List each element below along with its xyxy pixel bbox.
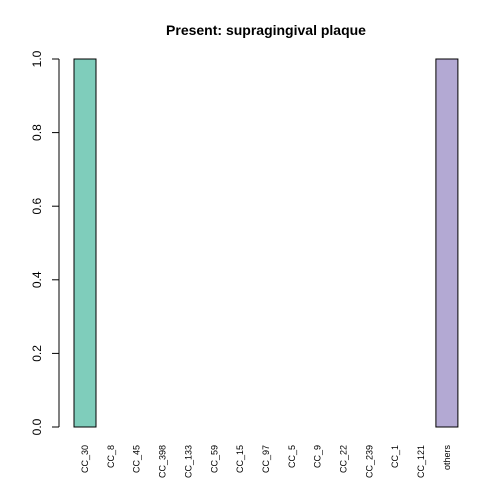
x-tick-label: CC_22 [339, 445, 349, 473]
x-tick-label: CC_398 [158, 445, 168, 478]
y-tick-label: 0.8 [30, 124, 44, 141]
x-tick-label: CC_59 [209, 445, 219, 473]
y-tick-label: 0.2 [30, 345, 44, 362]
x-tick-label: CC_1 [390, 445, 400, 468]
x-tick-label: others [442, 445, 452, 471]
x-tick-label: CC_45 [132, 445, 142, 473]
chart-title: Present: supragingival plaque [166, 22, 366, 38]
x-tick-label: CC_239 [364, 445, 374, 478]
y-tick-label: 1.0 [30, 50, 44, 67]
x-axis-labels: CC_30 CC_8 CC_45 CC_398 CC_133 CC_59 CC_15 CC_9… [80, 445, 452, 479]
x-tick-label: CC_97 [261, 445, 271, 473]
y-axis: 0.0 0.2 0.4 0.6 0.8 1.0 [30, 50, 60, 435]
x-tick-label: CC_5 [287, 445, 297, 468]
x-tick-label: CC_15 [235, 445, 245, 473]
y-tick-label: 0.6 [30, 198, 44, 215]
bar-cc-30 [73, 58, 97, 428]
y-tick-label: 0.0 [30, 418, 44, 435]
y-tick-label: 0.4 [30, 271, 44, 288]
x-tick-label: CC_133 [183, 445, 193, 478]
x-tick-label: CC_8 [106, 445, 116, 468]
bar-others [435, 58, 459, 428]
bars [73, 58, 459, 428]
x-tick-label: CC_121 [416, 445, 426, 478]
x-tick-label: CC_30 [80, 445, 90, 473]
x-tick-label: CC_9 [313, 445, 323, 468]
